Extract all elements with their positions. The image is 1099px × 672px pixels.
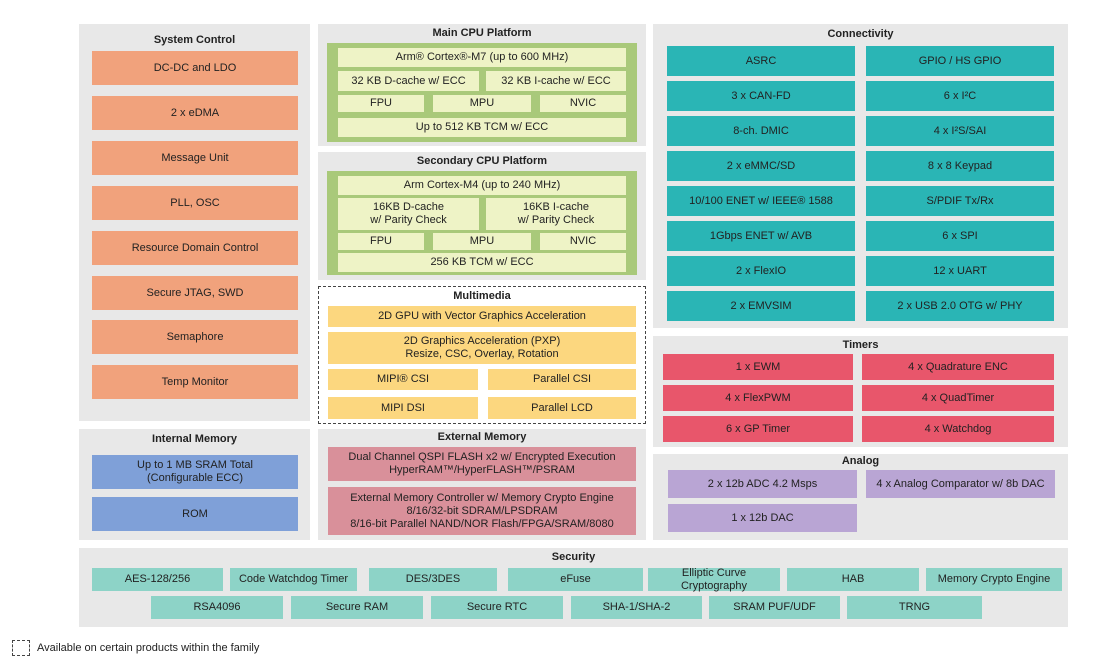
block: 6 x I²C bbox=[866, 81, 1054, 111]
block: PLL, OSC bbox=[92, 186, 298, 220]
panel-title: Connectivity bbox=[827, 28, 894, 40]
block: 12 x UART bbox=[866, 256, 1054, 286]
block: NVIC bbox=[540, 95, 626, 112]
block: Dual Channel QSPI FLASH x2 w/ Encrypted … bbox=[328, 447, 636, 481]
block: 16KB I-cache w/ Parity Check bbox=[486, 198, 626, 230]
block: 4 x Quadrature ENC bbox=[862, 354, 1054, 380]
block: Secure RAM bbox=[291, 596, 423, 619]
block: GPIO / HS GPIO bbox=[866, 46, 1054, 76]
block: 4 x FlexPWM bbox=[663, 385, 853, 411]
block: 2D Graphics Acceleration (PXP) Resize, C… bbox=[328, 332, 636, 364]
block: Parallel CSI bbox=[488, 369, 636, 390]
block: DES/3DES bbox=[369, 568, 497, 591]
block: MPU bbox=[433, 233, 531, 250]
block: SRAM PUF/UDF bbox=[709, 596, 840, 619]
panel-title: Analog bbox=[841, 455, 880, 467]
block: Secure RTC bbox=[431, 596, 563, 619]
block: 8 x 8 Keypad bbox=[866, 151, 1054, 181]
panel-title: Security bbox=[551, 551, 596, 563]
block: 32 KB D-cache w/ ECC bbox=[338, 71, 479, 91]
block: 2D GPU with Vector Graphics Acceleration bbox=[328, 306, 636, 327]
block: Elliptic Curve Cryptography bbox=[648, 567, 780, 592]
block: TRNG bbox=[847, 596, 982, 619]
block: 2 x FlexIO bbox=[667, 256, 855, 286]
block: S/PDIF Tx/Rx bbox=[866, 186, 1054, 216]
block: HAB bbox=[787, 568, 919, 591]
block: 2 x eDMA bbox=[92, 96, 298, 130]
block: External Memory Controller w/ Memory Cry… bbox=[328, 487, 636, 535]
panel-title: Multimedia bbox=[453, 290, 511, 302]
block: 3 x CAN-FD bbox=[667, 81, 855, 111]
panel-title: Main CPU Platform bbox=[432, 27, 532, 39]
block: Arm® Cortex®-M7 (up to 600 MHz) bbox=[338, 48, 626, 67]
block: ROM bbox=[92, 497, 298, 531]
block: Arm Cortex-M4 (up to 240 MHz) bbox=[338, 176, 626, 195]
block: FPU bbox=[338, 95, 424, 112]
block: SHA-1/SHA-2 bbox=[571, 596, 702, 619]
panel bbox=[79, 24, 310, 421]
block: MIPI® CSI bbox=[328, 369, 478, 390]
block: Secure JTAG, SWD bbox=[92, 276, 298, 310]
legend-swatch bbox=[12, 640, 30, 656]
block: 2 x eMMC/SD bbox=[667, 151, 855, 181]
block: Message Unit bbox=[92, 141, 298, 175]
block: Resource Domain Control bbox=[92, 231, 298, 265]
panel-title: External Memory bbox=[437, 431, 527, 443]
block: 6 x GP Timer bbox=[663, 416, 853, 442]
block: MIPI DSI bbox=[328, 397, 478, 419]
block: 6 x SPI bbox=[866, 221, 1054, 251]
block: DC-DC and LDO bbox=[92, 51, 298, 85]
block: eFuse bbox=[508, 568, 643, 591]
block: 10/100 ENET w/ IEEE® 1588 bbox=[667, 186, 855, 216]
block: Parallel LCD bbox=[488, 397, 636, 419]
block: Code Watchdog Timer bbox=[230, 568, 357, 591]
panel-title: Secondary CPU Platform bbox=[416, 155, 548, 167]
block: Temp Monitor bbox=[92, 365, 298, 399]
block: 1 x EWM bbox=[663, 354, 853, 380]
block: 4 x I²S/SAI bbox=[866, 116, 1054, 146]
block: 2 x USB 2.0 OTG w/ PHY bbox=[866, 291, 1054, 321]
legend-text: Available on certain products within the… bbox=[37, 642, 260, 654]
block: NVIC bbox=[540, 233, 626, 250]
block: ASRC bbox=[667, 46, 855, 76]
block: 2 x 12b ADC 4.2 Msps bbox=[668, 470, 857, 498]
block: Up to 1 MB SRAM Total (Configurable ECC) bbox=[92, 455, 298, 489]
block: 4 x Analog Comparator w/ 8b DAC bbox=[866, 470, 1055, 498]
panel-title: Internal Memory bbox=[152, 433, 237, 445]
block: 32 KB I-cache w/ ECC bbox=[486, 71, 626, 91]
block: MPU bbox=[433, 95, 531, 112]
block: RSA4096 bbox=[151, 596, 283, 619]
block: 1Gbps ENET w/ AVB bbox=[667, 221, 855, 251]
block: 4 x Watchdog bbox=[862, 416, 1054, 442]
block: AES-128/256 bbox=[92, 568, 223, 591]
block: Up to 512 KB TCM w/ ECC bbox=[338, 118, 626, 137]
block: 16KB D-cache w/ Parity Check bbox=[338, 198, 479, 230]
block: 4 x QuadTimer bbox=[862, 385, 1054, 411]
panel-title: System Control bbox=[153, 34, 236, 46]
block: 2 x EMVSIM bbox=[667, 291, 855, 321]
panel-title: Timers bbox=[842, 339, 879, 351]
block: Semaphore bbox=[92, 320, 298, 354]
block: Memory Crypto Engine bbox=[926, 568, 1062, 591]
block: 256 KB TCM w/ ECC bbox=[338, 253, 626, 272]
block: 8-ch. DMIC bbox=[667, 116, 855, 146]
block: 1 x 12b DAC bbox=[668, 504, 857, 532]
block: FPU bbox=[338, 233, 424, 250]
